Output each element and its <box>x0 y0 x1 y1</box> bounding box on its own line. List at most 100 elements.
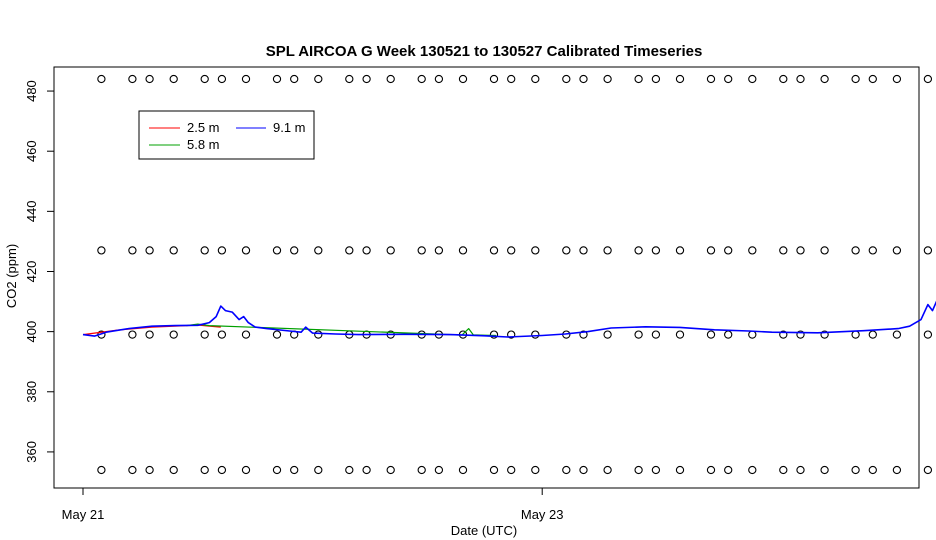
calibration-point <box>169 465 178 475</box>
calibration-point <box>603 246 612 255</box>
calibration-point <box>923 465 933 475</box>
calibration-point <box>603 465 612 475</box>
calibration-point <box>241 74 251 84</box>
calibration-point <box>417 246 426 255</box>
calibration-point <box>562 465 571 475</box>
calibration-point <box>748 465 757 475</box>
calibration-point <box>128 246 137 255</box>
calibration-point <box>145 330 154 339</box>
calibration-point <box>706 74 716 84</box>
calibration-point <box>386 74 395 84</box>
calibration-point <box>241 465 251 475</box>
calibration-point <box>603 74 612 84</box>
calibration-point <box>314 465 323 475</box>
calibration-point <box>748 74 757 84</box>
x-tick-label: May 23 <box>521 507 564 522</box>
legend-label-9-1m: 9.1 m <box>273 120 306 135</box>
calibration-points <box>97 74 933 475</box>
calibration-point <box>579 74 588 84</box>
calibration-point <box>507 74 516 84</box>
calibration-point <box>724 330 733 339</box>
calibration-point <box>724 465 733 475</box>
calibration-point <box>923 74 933 84</box>
calibration-point <box>779 74 788 84</box>
series-line-9-1-m <box>82 300 936 338</box>
calibration-point <box>362 465 371 475</box>
calibration-point <box>458 74 468 84</box>
calibration-point <box>290 465 299 475</box>
calibration-point <box>603 330 612 339</box>
calibration-point <box>675 330 685 339</box>
calibration-point <box>868 465 877 475</box>
calibration-point <box>507 330 516 339</box>
calibration-point <box>345 246 354 255</box>
calibration-point <box>128 74 137 84</box>
calibration-point <box>169 246 178 255</box>
calibration-point <box>97 246 106 255</box>
y-tick-label: 440 <box>24 200 39 222</box>
calibration-point <box>272 246 282 255</box>
calibration-point <box>634 465 643 475</box>
calibration-point <box>489 246 499 255</box>
calibration-point <box>531 465 540 475</box>
y-tick-label: 400 <box>24 321 39 343</box>
calibration-point <box>362 246 371 255</box>
calibration-point <box>892 330 902 339</box>
calibration-point <box>345 465 354 475</box>
calibration-point <box>362 74 371 84</box>
calibration-point <box>634 246 643 255</box>
calibration-point <box>507 246 516 255</box>
calibration-point <box>779 246 788 255</box>
calibration-point <box>892 74 902 84</box>
calibration-point <box>272 330 282 339</box>
y-tick-label: 380 <box>24 381 39 403</box>
chart-title: SPL AIRCOA G Week 130521 to 130527 Calib… <box>266 43 703 60</box>
calibration-point <box>851 246 860 255</box>
legend-label-2-5m: 2.5 m <box>187 120 220 135</box>
calibration-point <box>169 330 178 339</box>
calibration-point <box>724 74 733 84</box>
calibration-point <box>217 74 227 84</box>
calibration-point <box>923 330 933 339</box>
calibration-point <box>217 246 227 255</box>
calibration-point <box>820 74 829 84</box>
calibration-point <box>314 330 323 339</box>
calibration-point <box>706 330 716 339</box>
calibration-point <box>868 330 877 339</box>
calibration-point <box>923 246 933 255</box>
x-tick-label: May 21 <box>62 507 105 522</box>
calibration-point <box>97 74 106 84</box>
calibration-point <box>458 465 468 475</box>
calibration-point <box>507 465 516 475</box>
calibration-point <box>579 330 588 339</box>
calibration-point <box>434 465 444 475</box>
calibration-point <box>489 330 499 339</box>
calibration-point <box>796 465 805 475</box>
calibration-point <box>145 246 154 255</box>
calibration-point <box>868 74 877 84</box>
calibration-point <box>386 465 395 475</box>
calibration-point <box>706 246 716 255</box>
x-axis-title: Date (UTC) <box>451 523 517 538</box>
calibration-point <box>272 74 282 84</box>
calibration-point <box>651 465 661 475</box>
calibration-point <box>290 74 299 84</box>
calibration-point <box>562 74 571 84</box>
calibration-point <box>796 246 805 255</box>
calibration-point <box>820 465 829 475</box>
calibration-point <box>200 330 209 339</box>
calibration-point <box>531 330 540 339</box>
calibration-point <box>634 330 643 339</box>
calibration-point <box>675 74 685 84</box>
calibration-point <box>748 246 757 255</box>
legend-box <box>138 110 315 160</box>
calibration-point <box>217 465 227 475</box>
calibration-point <box>706 465 716 475</box>
calibration-point <box>851 465 860 475</box>
calibration-point <box>386 246 395 255</box>
calibration-point <box>779 465 788 475</box>
legend: 2.5 m 5.8 m 9.1 m <box>138 110 315 160</box>
y-tick-label: 420 <box>24 261 39 283</box>
plot-frame <box>53 66 920 489</box>
calibration-point <box>128 465 137 475</box>
